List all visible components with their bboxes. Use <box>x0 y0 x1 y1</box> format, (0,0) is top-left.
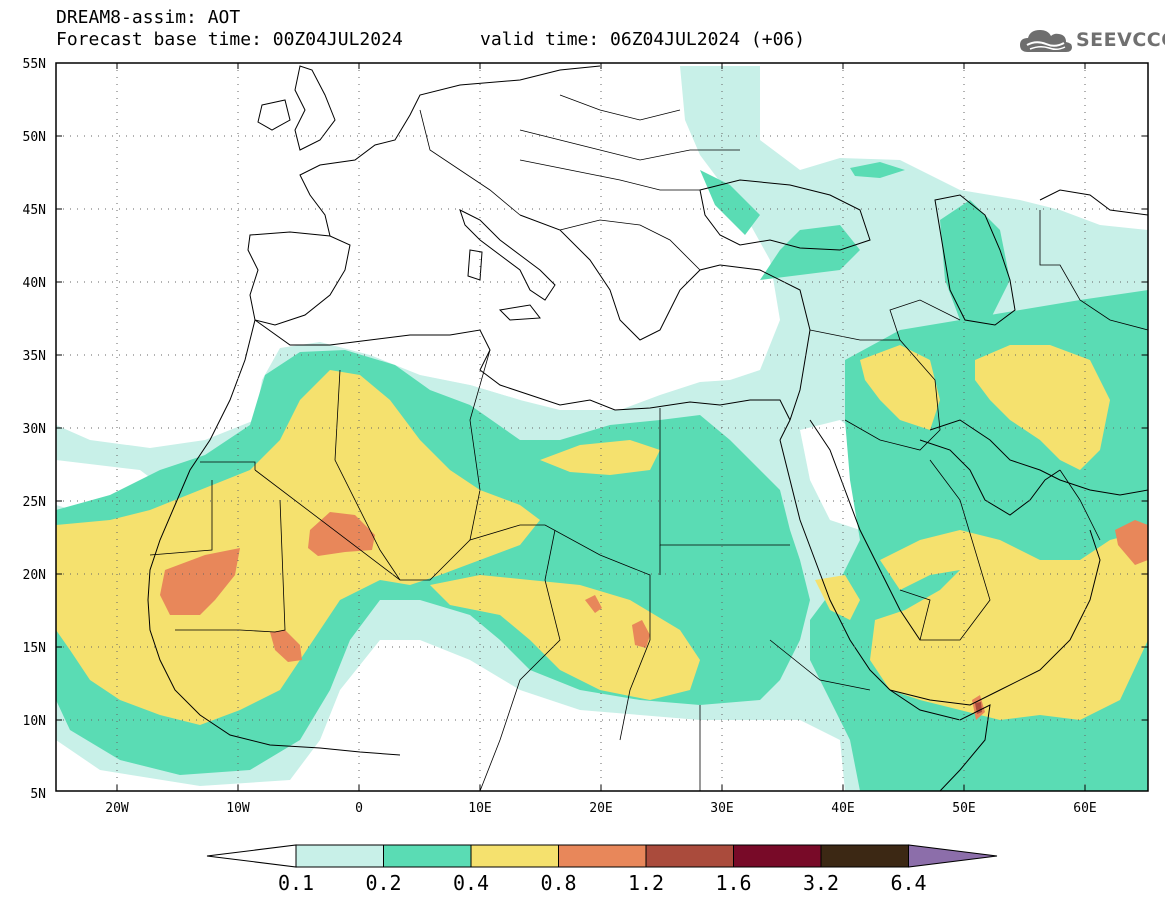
lat-label: 40N <box>23 276 46 291</box>
aot-field <box>56 63 1148 791</box>
colorbar-labels: 0.1 0.2 0.4 0.8 1.2 1.6 3.2 6.4 <box>278 871 927 895</box>
coastlines <box>147 65 1148 791</box>
colorbar-label: 0.2 <box>365 871 401 895</box>
colorbar <box>206 844 998 868</box>
colorbar-swatch <box>733 844 822 868</box>
lon-label: 10W <box>226 801 250 816</box>
colorbar-swatch <box>558 844 647 868</box>
lat-label: 45N <box>23 203 46 218</box>
lon-label: 0 <box>355 801 363 816</box>
lon-label: 50E <box>952 801 975 816</box>
lon-label: 20E <box>589 801 612 816</box>
lon-label: 40E <box>831 801 854 816</box>
lat-label: 55N <box>23 57 46 72</box>
lon-label: 60E <box>1073 801 1096 816</box>
colorbar-label: 0.1 <box>278 871 314 895</box>
map-title: DREAM8-assim: AOT <box>56 7 241 28</box>
graticule <box>56 63 1148 791</box>
lat-label: 50N <box>23 130 46 145</box>
axis-ticks <box>56 62 1148 791</box>
cloud-icon <box>1020 30 1072 52</box>
latitude-labels: 55N 50N 45N 40N 35N 30N 25N 20N 15N 10N … <box>23 57 46 802</box>
lat-label: 35N <box>23 349 46 364</box>
lon-label: 30E <box>710 801 733 816</box>
lat-label: 5N <box>30 787 46 802</box>
colorbar-label: 0.4 <box>453 871 489 895</box>
colorbar-above-arrow <box>908 844 998 868</box>
valid-time: valid time: 06Z04JUL2024 (+06) <box>480 29 806 50</box>
colorbar-label: 0.8 <box>540 871 576 895</box>
colorbar-label: 1.6 <box>715 871 751 895</box>
colorbar-swatch <box>820 844 909 868</box>
lat-label: 10N <box>23 714 46 729</box>
colorbar-swatch <box>470 844 559 868</box>
forecast-base-time: Forecast base time: 00Z04JUL2024 <box>56 29 403 50</box>
lon-label: 10E <box>468 801 491 816</box>
seevccc-logo: SEEVCCC <box>1018 26 1165 56</box>
colorbar-swatch <box>383 844 472 868</box>
colorbar-swatch <box>645 844 734 868</box>
colorbar-label: 3.2 <box>803 871 839 895</box>
lat-label: 15N <box>23 641 46 656</box>
longitude-labels: 20W 10W 0 10E 20E 30E 40E 50E 60E <box>105 801 1096 816</box>
lat-label: 20N <box>23 568 46 583</box>
lat-label: 30N <box>23 422 46 437</box>
map-frame <box>55 62 1149 792</box>
aot-band-0.4 <box>56 345 1148 725</box>
colorbar-label: 1.2 <box>628 871 664 895</box>
lat-label: 25N <box>23 495 46 510</box>
logo-text: SEEVCCC <box>1076 29 1165 51</box>
lon-label: 20W <box>105 801 129 816</box>
colorbar-below-arrow <box>206 844 297 868</box>
aot-band-0.8 <box>160 512 1148 720</box>
aot-band-1.2 <box>975 702 982 714</box>
country-borders <box>149 94 1148 791</box>
colorbar-label: 6.4 <box>890 871 926 895</box>
colorbar-swatch <box>295 844 384 868</box>
